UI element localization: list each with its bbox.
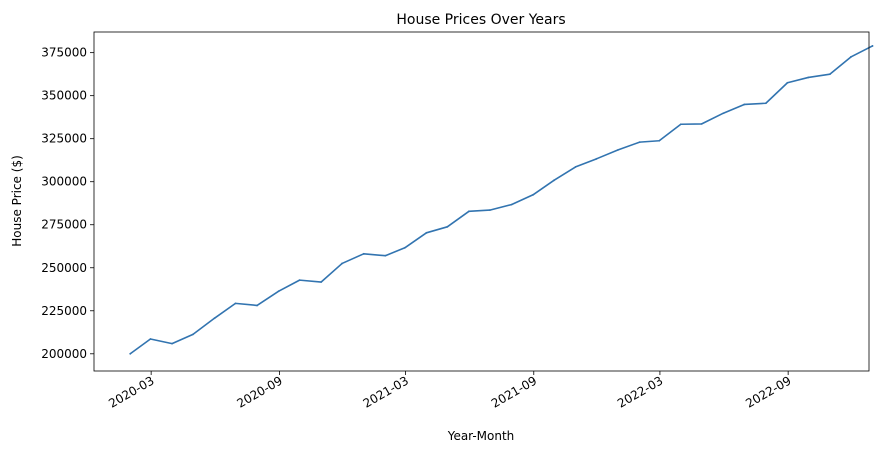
data-point (298, 279, 301, 282)
y-tick-label: 275000 (41, 218, 87, 232)
data-point (149, 338, 152, 340)
data-point (658, 139, 661, 142)
data-point (192, 333, 194, 336)
y-tick-label: 350000 (41, 89, 87, 103)
data-point (425, 231, 428, 234)
data-point (617, 148, 619, 151)
data-point (553, 179, 555, 182)
data-point (341, 262, 344, 265)
data-point (256, 304, 258, 307)
x-tick-label: 2022-03 (615, 373, 665, 410)
x-axis: 2020-03 2020-09 2021-03 2021-09 2022-03 2022-… (106, 371, 794, 411)
data-point (320, 281, 323, 283)
data-point (446, 225, 449, 228)
data-point (510, 203, 513, 206)
data-point (171, 342, 173, 345)
data-point (700, 122, 703, 125)
y-tick-label: 200000 (41, 347, 87, 361)
x-tick-label: 2020-03 (106, 373, 156, 410)
data-point (532, 193, 534, 196)
data-point (468, 210, 470, 213)
data-point (574, 166, 577, 168)
data-point (722, 112, 725, 115)
data-point (829, 73, 831, 76)
y-tick-label: 375000 (41, 46, 87, 60)
y-tick-label: 325000 (41, 132, 87, 146)
x-tick-label: 2021-03 (361, 373, 411, 410)
y-tick-label: 250000 (41, 261, 87, 275)
data-point (679, 123, 682, 126)
series-line (129, 45, 874, 355)
data-point (213, 317, 216, 320)
data-point (488, 209, 491, 212)
data-point (871, 45, 874, 47)
data-point (362, 252, 365, 255)
data-point (234, 302, 237, 305)
y-tick-label: 225000 (41, 304, 87, 318)
x-tick-label: 2021-09 (489, 373, 539, 410)
y-tick-label: 300000 (41, 175, 87, 189)
plot-area (129, 45, 874, 355)
data-point (595, 157, 598, 160)
data-point (277, 290, 280, 293)
data-point (786, 81, 789, 84)
data-point (743, 103, 746, 106)
y-axis-label: House Price ($) (10, 155, 24, 247)
x-tick-label: 2020-09 (234, 373, 284, 410)
chart-title: House Prices Over Years (396, 12, 565, 28)
plot-frame (93, 31, 870, 372)
data-point (807, 76, 810, 79)
x-tick-label: 2022-09 (743, 373, 793, 410)
x-axis-label: Year-Month (447, 429, 515, 443)
data-point (129, 352, 132, 355)
data-point (764, 102, 767, 105)
data-point (849, 56, 852, 58)
data-point (638, 141, 641, 144)
y-axis: 200000 225000 250000 275000 300000 325000 3500… (41, 46, 94, 361)
data-point (384, 254, 387, 257)
data-point (403, 246, 406, 249)
